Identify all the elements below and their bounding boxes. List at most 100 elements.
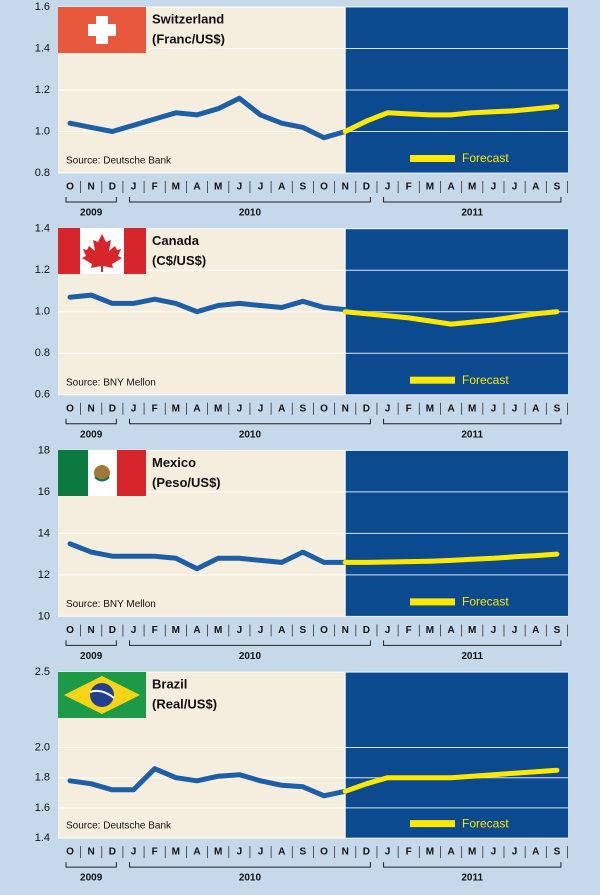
legend-swatch [410,598,455,606]
x-tick-label: N [342,847,349,858]
x-tick-label: M [214,403,222,414]
y-tick-label: 1.2 [35,84,50,96]
y-tick-label: 1.4 [35,832,50,844]
series-line [342,104,560,134]
year-bracket [65,197,117,203]
x-tick-label: D [109,625,116,636]
year-bracket [65,862,117,868]
year-label: 2011 [461,651,483,662]
chart-title: Brazil [152,677,187,692]
x-tick-label: N [88,403,95,414]
x-tick-label: J [237,403,243,414]
plots [58,6,568,868]
legend-label: Forecast [462,816,509,830]
year-label: 2009 [80,873,103,884]
x-tick-label: N [88,847,95,858]
x-tick-label: O [66,182,74,193]
y-tick-label: 2.0 [35,741,50,753]
y-tick-label: 1.6 [35,1,50,13]
y-tick-label: 2.5 [35,666,50,678]
y-tick-label: 0.8 [35,167,50,179]
year-label: 2009 [80,208,103,219]
year-bracket [65,418,117,425]
year-label: 2010 [239,429,262,440]
x-tick-label: N [88,182,95,193]
x-tick-label: J [385,182,391,193]
x-tick-label: J [512,182,518,193]
year-bracket [129,640,371,646]
x-tick-label: S [300,847,307,858]
source-note: Source: BNY Mellon [66,377,156,388]
series-line [67,541,348,572]
x-tick-label: J [491,847,497,858]
x-tick-label: M [468,403,476,414]
x-tick-label: A [532,403,539,414]
y-tick-label: 1.2 [35,264,50,276]
chart-subtitle: (Peso/US$) [152,475,221,490]
chart-subtitle: (Real/US$) [152,697,217,712]
x-tick-label: D [363,847,370,858]
x-tick-label: D [109,403,116,414]
y-tick-label: 1.4 [35,223,50,235]
x-tick-label: F [152,625,158,636]
x-tick-label: D [363,625,370,636]
x-tick-label: A [278,403,285,414]
x-tick-label: S [300,625,307,636]
x-tick-label: J [512,847,518,858]
chart-title: Switzerland [152,11,224,26]
x-tick-label: F [152,847,158,858]
x-tick-label: A [278,625,285,636]
year-label: 2010 [239,651,262,662]
x-tick-label: M [468,625,476,636]
x-tick-label: O [320,625,328,636]
x-tick-label: J [491,403,497,414]
x-tick-label: D [363,403,370,414]
x-tick-label: F [406,403,412,414]
x-tick-label: F [406,182,412,193]
y-tick-label: 0.6 [35,389,50,401]
legend-label: Forecast [462,373,509,387]
x-tick-label: J [258,625,264,636]
x-tick-label: J [512,403,518,414]
year-bracket [129,862,371,868]
x-tick-label: A [532,182,539,193]
x-tick-label: J [237,625,243,636]
x-tick-label: O [320,182,328,193]
x-tick-label: S [300,403,307,414]
chart-title: Canada [152,233,200,248]
x-tick-label: N [88,625,95,636]
source-note: Source: Deutsche Bank [66,821,172,832]
x-tick-label: A [447,847,454,858]
x-tick-label: A [447,403,454,414]
year-label: 2010 [239,873,262,884]
x-tick-label: J [237,182,243,193]
legend-label: Forecast [462,151,509,165]
x-tick-label: A [278,182,285,193]
x-tick-label: D [109,182,116,193]
year-label: 2010 [239,208,262,219]
year-bracket [383,197,562,203]
legend-label: Forecast [462,595,509,609]
y-tick-label: 14 [38,527,50,539]
chart-title: Mexico [152,455,196,470]
x-tick-label: J [258,847,264,858]
x-tick-label: M [214,625,222,636]
x-tick-label: M [468,182,476,193]
series-line [342,551,560,565]
legend-swatch [410,155,455,162]
flag-mexico [58,450,146,496]
year-label: 2011 [461,429,483,440]
series-line [342,767,560,794]
texts: 0.8 1.0 1.2 1.4 1.6 O N D J F M A M J J A S O N D J F M A M J J A S 2… [35,1,561,884]
y-tick-label: 10 [38,610,50,622]
x-tick-label: S [554,847,561,858]
x-tick-label: O [66,847,74,858]
x-tick-label: S [300,182,307,193]
year-bracket [129,197,371,203]
x-tick-label: M [426,847,434,858]
x-tick-label: F [406,847,412,858]
year-label: 2009 [80,651,103,662]
x-tick-label: M [172,625,180,636]
year-label: 2011 [461,208,483,219]
series-line [67,95,348,141]
